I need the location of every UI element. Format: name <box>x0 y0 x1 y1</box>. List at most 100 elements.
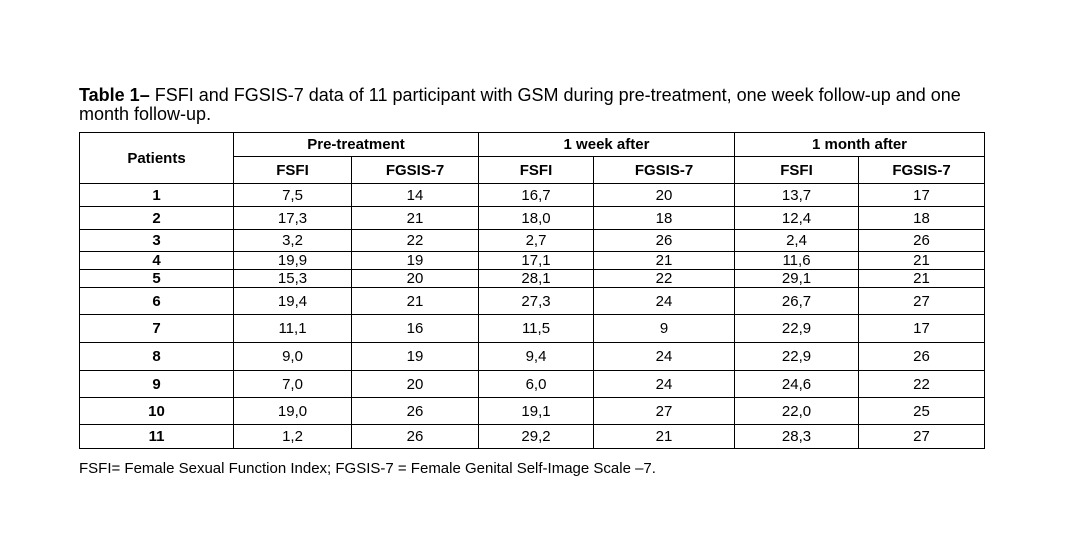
fsfi-cell: 26,7 <box>734 287 859 315</box>
fgsis-cell: 26 <box>351 424 479 449</box>
fgsis-cell: 27 <box>858 287 985 315</box>
patient-id-cell: 7 <box>79 314 234 343</box>
table-caption: Table 1– FSFI and FGSIS-7 data of 11 par… <box>79 86 999 124</box>
fsfi-cell: 17,1 <box>478 251 594 270</box>
fsfi-cell: 19,0 <box>233 397 352 425</box>
table-row: 3 3,2 22 2,7 26 2,4 26 <box>79 229 985 252</box>
fgsis-cell: 9 <box>593 314 735 343</box>
fgsis-cell: 16 <box>351 314 479 343</box>
patient-id-cell: 9 <box>79 370 234 398</box>
fgsis-cell: 17 <box>858 183 985 207</box>
fgsis-cell: 27 <box>593 397 735 425</box>
fsfi-cell: 19,4 <box>233 287 352 315</box>
results-table: Patients Pre-treatment 1 week after 1 mo… <box>79 132 985 449</box>
patient-id-cell: 10 <box>79 397 234 425</box>
fgsis-cell: 24 <box>593 342 735 371</box>
fgsis-cell: 17 <box>858 314 985 343</box>
table-row: 8 9,0 19 9,4 24 22,9 26 <box>79 342 985 371</box>
table-row: 5 15,3 20 28,1 22 29,1 21 <box>79 269 985 288</box>
subheader-fsfi: FSFI <box>233 156 352 184</box>
table-body: 1 7,5 14 16,7 20 13,7 17 2 17,3 21 18,0 18 12,4 18 3 3,… <box>79 183 985 449</box>
table-row: 4 19,9 19 17,1 21 11,6 21 <box>79 251 985 270</box>
footnote: FSFI= Female Sexual Function Index; FGSI… <box>79 460 656 477</box>
fgsis-cell: 26 <box>593 229 735 252</box>
fgsis-cell: 21 <box>351 287 479 315</box>
table-row: 6 19,4 21 27,3 24 26,7 27 <box>79 287 985 315</box>
fgsis-cell: 26 <box>858 229 985 252</box>
fgsis-cell: 19 <box>351 342 479 371</box>
fsfi-cell: 28,3 <box>734 424 859 449</box>
fsfi-cell: 11,6 <box>734 251 859 270</box>
fsfi-cell: 22,9 <box>734 342 859 371</box>
patient-id-cell: 2 <box>79 206 234 230</box>
table-row: 10 19,0 26 19,1 27 22,0 25 <box>79 397 985 425</box>
fgsis-cell: 21 <box>858 269 985 288</box>
table-row: 7 11,1 16 11,5 9 22,9 17 <box>79 314 985 343</box>
fsfi-cell: 1,2 <box>233 424 352 449</box>
table-row: 11 1,2 26 29,2 21 28,3 27 <box>79 424 985 449</box>
fgsis-cell: 20 <box>351 370 479 398</box>
fsfi-cell: 11,5 <box>478 314 594 343</box>
subheader-fsfi: FSFI <box>478 156 594 184</box>
fsfi-cell: 29,2 <box>478 424 594 449</box>
fgsis-cell: 21 <box>351 206 479 230</box>
table-caption-label: Table 1– <box>79 85 150 105</box>
patient-id-cell: 5 <box>79 269 234 288</box>
fsfi-cell: 27,3 <box>478 287 594 315</box>
fsfi-cell: 7,0 <box>233 370 352 398</box>
fsfi-cell: 2,4 <box>734 229 859 252</box>
patients-header: Patients <box>79 132 234 184</box>
fsfi-cell: 2,7 <box>478 229 594 252</box>
fgsis-cell: 27 <box>858 424 985 449</box>
patient-id-cell: 1 <box>79 183 234 207</box>
table-row: 9 7,0 20 6,0 24 24,6 22 <box>79 370 985 398</box>
fsfi-cell: 13,7 <box>734 183 859 207</box>
fgsis-cell: 24 <box>593 370 735 398</box>
table-caption-text: FSFI and FGSIS-7 data of 11 participant … <box>79 85 961 124</box>
fgsis-cell: 25 <box>858 397 985 425</box>
patient-id-cell: 8 <box>79 342 234 371</box>
group-header-pre-treatment: Pre-treatment <box>233 132 479 157</box>
fgsis-cell: 21 <box>593 424 735 449</box>
fsfi-cell: 15,3 <box>233 269 352 288</box>
fsfi-cell: 22,0 <box>734 397 859 425</box>
subheader-fgsis: FGSIS-7 <box>351 156 479 184</box>
fsfi-cell: 16,7 <box>478 183 594 207</box>
table-row: 2 17,3 21 18,0 18 12,4 18 <box>79 206 985 230</box>
fgsis-cell: 18 <box>858 206 985 230</box>
subheader-fgsis: FGSIS-7 <box>858 156 985 184</box>
fgsis-cell: 18 <box>593 206 735 230</box>
fsfi-cell: 7,5 <box>233 183 352 207</box>
fgsis-cell: 22 <box>593 269 735 288</box>
fgsis-cell: 22 <box>351 229 479 252</box>
fsfi-cell: 9,0 <box>233 342 352 371</box>
group-header-row: Patients Pre-treatment 1 week after 1 mo… <box>79 132 985 184</box>
subheader-row: FSFI FGSIS-7 FSFI FGSIS-7 FSFI FGSIS-7 <box>80 156 985 184</box>
fsfi-cell: 22,9 <box>734 314 859 343</box>
fsfi-cell: 17,3 <box>233 206 352 230</box>
fsfi-cell: 11,1 <box>233 314 352 343</box>
fsfi-cell: 29,1 <box>734 269 859 288</box>
fsfi-cell: 28,1 <box>478 269 594 288</box>
table-row: 1 7,5 14 16,7 20 13,7 17 <box>79 183 985 207</box>
subheader-fgsis: FGSIS-7 <box>593 156 735 184</box>
fsfi-cell: 24,6 <box>734 370 859 398</box>
fsfi-cell: 19,9 <box>233 251 352 270</box>
fgsis-cell: 14 <box>351 183 479 207</box>
fsfi-cell: 3,2 <box>233 229 352 252</box>
fsfi-cell: 9,4 <box>478 342 594 371</box>
fgsis-cell: 24 <box>593 287 735 315</box>
fsfi-cell: 18,0 <box>478 206 594 230</box>
fgsis-cell: 19 <box>351 251 479 270</box>
fgsis-cell: 21 <box>858 251 985 270</box>
fgsis-cell: 21 <box>593 251 735 270</box>
patient-id-cell: 4 <box>79 251 234 270</box>
patient-id-cell: 3 <box>79 229 234 252</box>
patient-id-cell: 11 <box>79 424 234 449</box>
group-header-1-week: 1 week after <box>478 132 735 157</box>
fgsis-cell: 22 <box>858 370 985 398</box>
subheader-fsfi: FSFI <box>734 156 859 184</box>
fgsis-cell: 26 <box>351 397 479 425</box>
fsfi-cell: 6,0 <box>478 370 594 398</box>
group-header-1-month: 1 month after <box>734 132 985 157</box>
